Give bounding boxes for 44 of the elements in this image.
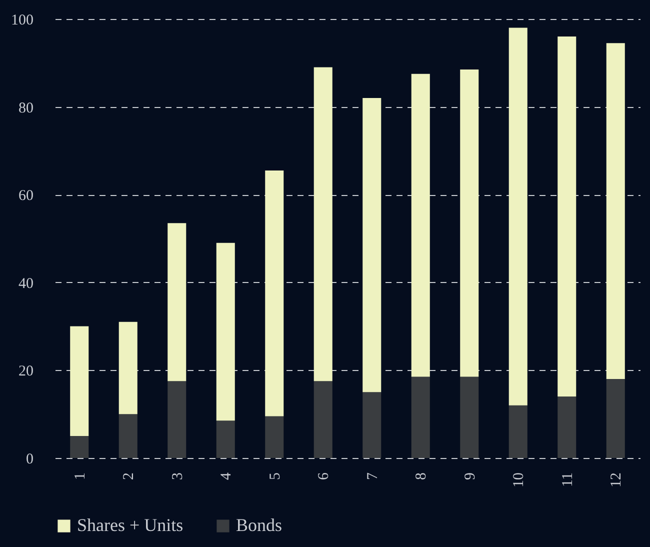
x-tick-label: 10 [511, 472, 528, 488]
x-tick-label: 7 [364, 472, 381, 480]
y-tick-label: 0 [26, 452, 34, 468]
bar [508, 405, 528, 458]
bar [411, 376, 430, 458]
bar [362, 98, 382, 392]
x-tick-label: 4 [218, 472, 235, 480]
x-tick-label: 1 [72, 472, 88, 480]
bar [314, 381, 332, 458]
bar [460, 376, 479, 458]
bar [558, 36, 576, 397]
x-tick-label: 11 [560, 472, 576, 487]
bar [168, 381, 186, 458]
x-tick-label: 12 [608, 472, 625, 488]
bar [216, 242, 235, 421]
bar [411, 74, 430, 377]
bar [314, 67, 332, 382]
bar [216, 420, 235, 458]
y-tick-label: 100 [11, 12, 34, 28]
legend-label: Shares + Units [77, 515, 184, 535]
y-tick-label: 20 [18, 364, 34, 380]
x-tick-label: 8 [414, 472, 430, 480]
bar [168, 223, 186, 382]
legend-label: Bonds [236, 515, 282, 535]
bar [606, 378, 625, 458]
bar [118, 414, 138, 458]
bar [265, 416, 284, 458]
x-tick-label: 6 [316, 472, 332, 480]
y-tick-label: 80 [18, 100, 34, 116]
x-tick-label: 5 [267, 472, 284, 480]
bar [460, 69, 479, 377]
bar [606, 43, 625, 379]
bar [362, 392, 382, 458]
x-tick-label: 9 [462, 472, 478, 480]
bar [70, 326, 89, 436]
bar [265, 170, 284, 416]
bar [558, 396, 576, 458]
bar [70, 436, 89, 458]
bar [118, 322, 138, 414]
bar [508, 28, 528, 406]
x-tick-label: 3 [170, 472, 186, 480]
y-tick-label: 40 [18, 276, 34, 292]
y-tick-label: 60 [18, 188, 34, 204]
x-tick-label: 2 [121, 472, 138, 480]
